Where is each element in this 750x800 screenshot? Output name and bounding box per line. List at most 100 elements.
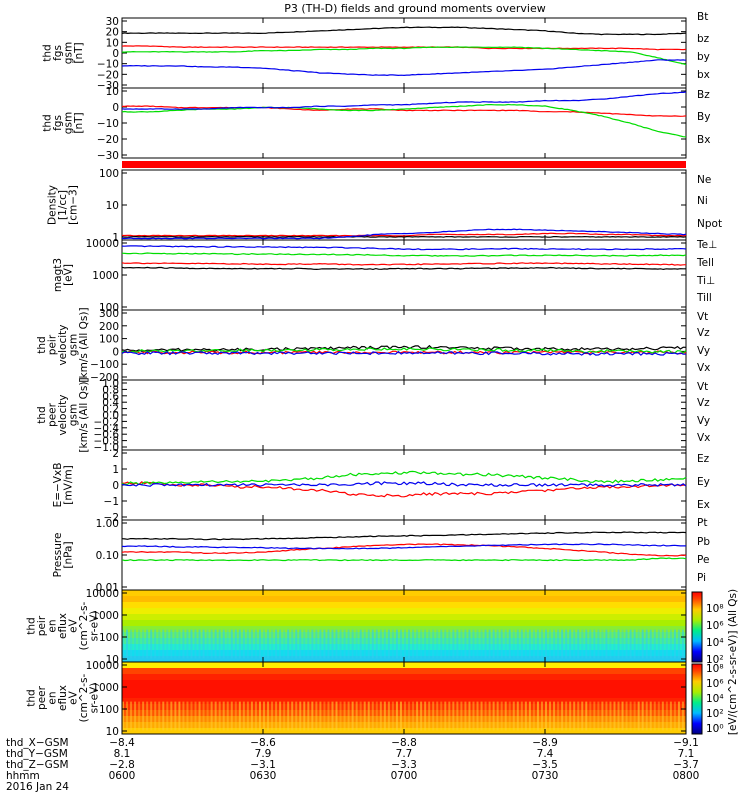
spectrogram-column bbox=[287, 629, 290, 659]
y-tick-label: −30 bbox=[97, 150, 119, 162]
spectrogram-column bbox=[371, 629, 374, 659]
panel-peer_spec: 10000 1000 100 10 thdpeerenefluxeV(cm^2-s-sr… bbox=[26, 660, 687, 738]
spectrogram-column bbox=[307, 701, 310, 731]
legend-entry: Vz bbox=[697, 397, 710, 409]
spectrogram-column bbox=[641, 701, 644, 731]
spectrogram-column bbox=[182, 701, 185, 731]
spectrogram-band bbox=[122, 626, 686, 633]
y-tick-label: −30 bbox=[97, 80, 119, 92]
spectrogram-column bbox=[307, 629, 310, 659]
x-axis-value: −3.5 bbox=[532, 759, 558, 771]
spectrogram-column bbox=[484, 629, 487, 659]
y-tick-label: 0 bbox=[112, 48, 119, 60]
y-axis-label: E=−VxB bbox=[52, 463, 64, 508]
spectrogram-column bbox=[291, 701, 294, 731]
spectrogram-column bbox=[210, 629, 213, 659]
spectrogram-column bbox=[553, 701, 556, 731]
y-tick-label: −10 bbox=[97, 118, 119, 130]
y-axis-label: en bbox=[47, 619, 59, 632]
series-line-Te⊥ bbox=[121, 262, 687, 266]
spectrogram-column bbox=[545, 701, 547, 731]
series-line-bz bbox=[121, 45, 687, 51]
y-axis-label: [eV] bbox=[62, 264, 74, 286]
y-tick-label: 1000 bbox=[92, 270, 119, 282]
spectrogram-column bbox=[295, 629, 298, 659]
spectrogram-column bbox=[142, 629, 145, 659]
series-line-Npot bbox=[121, 228, 687, 240]
spectrogram-column bbox=[222, 629, 225, 659]
y-tick-label: −100 bbox=[90, 359, 119, 371]
spectrogram-column bbox=[126, 629, 129, 659]
spectrogram-column bbox=[468, 701, 471, 731]
spectrogram-column bbox=[327, 701, 330, 731]
spectrogram-column bbox=[653, 629, 656, 659]
series-line-Bx bbox=[121, 91, 687, 110]
legend-entry: Vt bbox=[697, 381, 708, 393]
spectrogram-column bbox=[263, 701, 265, 731]
spectrogram-column bbox=[178, 629, 181, 659]
spectrogram-column bbox=[391, 629, 394, 659]
spectrogram-column bbox=[347, 701, 350, 731]
colorbar-label: [eV/(cm^2-s-sr-eV)] (All Qs) bbox=[727, 589, 739, 735]
spectrogram-column bbox=[452, 629, 455, 659]
spectrogram-column bbox=[653, 701, 656, 731]
x-axis-row-label: hhmm bbox=[6, 770, 40, 782]
spectrogram-column bbox=[363, 701, 366, 731]
spectrogram-column bbox=[476, 701, 479, 731]
spectrogram-column bbox=[258, 629, 261, 659]
spectrogram-column bbox=[549, 701, 552, 731]
y-axis-label: [1/cc] bbox=[57, 190, 69, 220]
y-axis-label: [nT] bbox=[73, 112, 85, 133]
spectrogram-column bbox=[512, 701, 515, 731]
y-axis-label: Pressure bbox=[52, 533, 64, 578]
y-tick-label: 10 bbox=[106, 200, 119, 212]
spectrogram-column bbox=[242, 701, 245, 731]
colorbar-tick: 10⁴ bbox=[706, 693, 724, 705]
x-axis-row-label: thd_Y−GSM bbox=[6, 748, 68, 760]
spectrogram-column bbox=[500, 701, 503, 731]
colorbar-tick: 10⁶ bbox=[706, 678, 724, 690]
spectrogram-column bbox=[625, 629, 628, 659]
spectrogram-column bbox=[412, 701, 415, 731]
series-line-Tell bbox=[121, 266, 686, 271]
spectrogram-column bbox=[230, 701, 233, 731]
spectrogram-column bbox=[339, 629, 342, 659]
spectrogram-column bbox=[383, 629, 386, 659]
spectrogram-column bbox=[271, 701, 274, 731]
spectrogram-column bbox=[202, 701, 205, 731]
spectrogram-column bbox=[536, 701, 539, 731]
spectrogram-column bbox=[504, 701, 507, 731]
spectrogram-column bbox=[448, 701, 451, 731]
spectrogram-column bbox=[460, 629, 463, 659]
legend-entry: By bbox=[697, 111, 710, 123]
spectrogram-column bbox=[508, 629, 511, 659]
spectrogram-column bbox=[540, 629, 543, 659]
spectrogram-column bbox=[528, 629, 531, 659]
spectrogram-band bbox=[122, 602, 686, 609]
y-axis-label: eflux bbox=[57, 613, 69, 639]
legend-entry: Ti⊥ bbox=[696, 275, 715, 287]
spectrogram-column bbox=[508, 701, 511, 731]
spectrogram-column bbox=[557, 629, 560, 659]
spectrogram-band bbox=[122, 644, 686, 651]
spectrogram-column bbox=[448, 629, 451, 659]
spectrogram-column bbox=[436, 701, 439, 731]
spectrogram-column bbox=[428, 629, 431, 659]
spectrogram-column bbox=[158, 629, 161, 659]
panels: 3020100−10−20−30thdfgsgsm[nT]Btbzbybx100… bbox=[26, 11, 723, 738]
spectrogram-column bbox=[387, 701, 390, 731]
spectrogram-column bbox=[416, 629, 419, 659]
series-line-Ex bbox=[121, 481, 687, 487]
y-tick-label: 0 bbox=[112, 102, 119, 114]
x-axis-value: 0600 bbox=[109, 770, 136, 782]
spectrogram-column bbox=[432, 629, 435, 659]
y-axis-label: thd bbox=[36, 406, 48, 423]
spectrogram-column bbox=[669, 629, 672, 659]
spectrogram-column bbox=[166, 629, 169, 659]
spectrogram-column bbox=[424, 629, 427, 659]
spectrogram-column bbox=[404, 701, 406, 731]
y-axis-label: peer bbox=[36, 685, 48, 710]
spectrogram-column bbox=[367, 629, 370, 659]
spectrogram-column bbox=[206, 629, 209, 659]
